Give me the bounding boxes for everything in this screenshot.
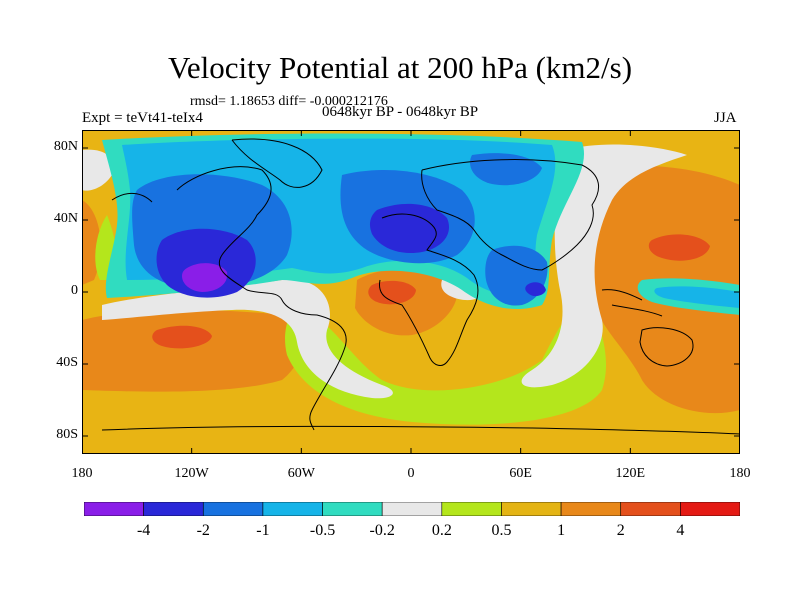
colorbar-swatch (322, 502, 383, 516)
field-red-south-pacific (152, 325, 212, 349)
field-purple-core (182, 263, 228, 292)
colorbar-swatch (84, 502, 144, 516)
colorbar-swatch (262, 502, 323, 516)
lat-label: 0 (71, 283, 78, 298)
coastlines (101, 138, 740, 435)
period-label: 0648kyr BP - 0648kyr BP (322, 104, 479, 120)
field-blue-siberia (470, 153, 542, 186)
colorbar-swatch (202, 502, 264, 516)
colorbar-swatch (143, 502, 204, 516)
lon-label: 60W (287, 466, 315, 481)
colorbar-label: -2 (196, 522, 210, 539)
lon-label: 0 (407, 466, 415, 481)
field-orange-east-pacific (82, 310, 304, 392)
colorbar-swatch (560, 502, 622, 516)
lon-label: 120E (615, 466, 646, 481)
plot-title: Velocity Potential at 200 hPa (km2/s) (167, 50, 633, 85)
field-red-north-pacific (648, 234, 710, 261)
experiment-label: Expt = teVt41-teIx4 (82, 110, 203, 126)
colorbar (84, 502, 740, 516)
season-label: JJA (714, 110, 737, 126)
field-white-band-west (102, 279, 393, 399)
colorbar-label: -0.5 (309, 522, 336, 539)
colorbar-label: 4 (676, 522, 685, 539)
lat-label: 40N (53, 211, 78, 226)
field-red-africa (368, 280, 416, 305)
colorbar-label: 1 (557, 522, 566, 539)
lon-label: 120W (174, 466, 209, 481)
lon-label: 180 (71, 466, 93, 481)
colorbar-label: 2 (616, 522, 625, 539)
lat-label: 40S (56, 355, 78, 370)
colorbar-label: -4 (136, 522, 151, 539)
colorbar-label: 0.2 (431, 522, 452, 539)
colorbar-label: -0.2 (369, 522, 395, 539)
field-white-arctic (82, 149, 113, 191)
stats-label: rmsd= 1.18653 diff= -0.000212176 (190, 94, 388, 109)
colorbar-label: 0.5 (491, 522, 512, 539)
field-sky-maritime (654, 286, 740, 308)
colorbar-label: -1 (256, 522, 270, 539)
lat-label: 80N (53, 139, 78, 154)
colorbar-swatch (501, 502, 562, 516)
lat-label: 80S (56, 427, 78, 442)
velocity-potential-map (82, 130, 740, 454)
field-navy-indian (525, 282, 546, 297)
map-ticks (82, 130, 740, 454)
colorbar-swatch (441, 502, 502, 516)
field-navy-europe (369, 203, 450, 254)
colorbar-swatch (680, 502, 740, 516)
colorbar-swatch (381, 502, 443, 516)
lon-label: 60E (509, 466, 532, 481)
lon-label: 180 (729, 466, 751, 481)
colorbar-swatch (620, 502, 681, 516)
